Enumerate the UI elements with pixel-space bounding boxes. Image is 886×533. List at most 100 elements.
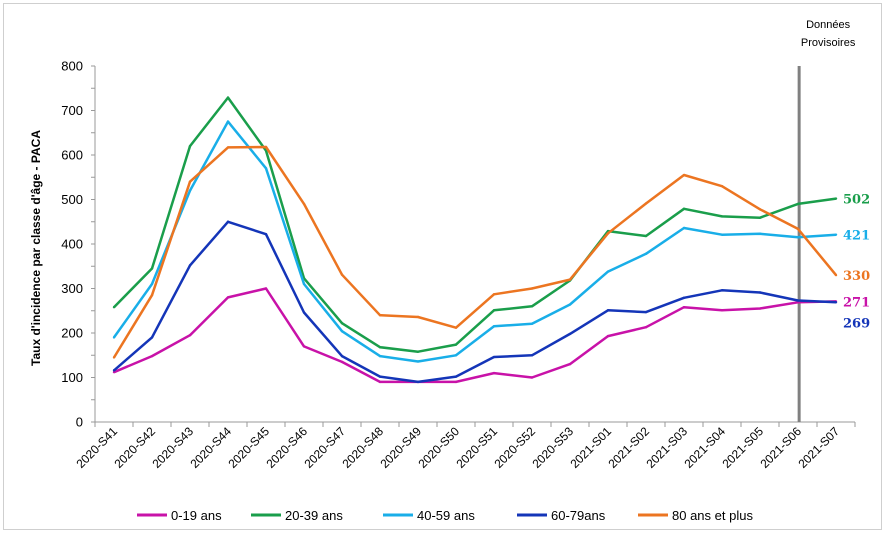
data-point [758, 208, 762, 211]
data-point [340, 354, 344, 358]
data-point [834, 233, 838, 236]
data-point [112, 370, 116, 374]
y-tick-label: 400 [61, 237, 83, 252]
data-point [568, 362, 572, 366]
data-point [150, 354, 154, 358]
data-point [568, 303, 572, 306]
data-point [226, 296, 230, 299]
data-point [492, 325, 496, 328]
data-point [606, 232, 610, 235]
data-point [644, 252, 648, 255]
data-point [682, 226, 686, 230]
data-point [226, 220, 230, 223]
data-point [682, 305, 686, 309]
data-point [112, 305, 116, 309]
data-point [416, 350, 420, 353]
data-point [530, 376, 534, 379]
data-point [378, 346, 382, 349]
data-point [720, 233, 724, 236]
data-point [682, 207, 686, 211]
data-point [416, 315, 420, 319]
data-point [530, 322, 534, 325]
data-point [606, 309, 610, 312]
data-point [150, 293, 154, 297]
data-point [416, 380, 420, 384]
data-point [834, 301, 838, 304]
provisional-annotation-line1: Données [806, 19, 851, 31]
legend-label: 0-19 ans [171, 508, 222, 523]
data-point [226, 146, 230, 149]
data-point [720, 215, 724, 218]
provisional-annotation-line2: Provisoires [801, 37, 856, 49]
data-point [340, 360, 344, 364]
data-point [302, 345, 306, 348]
series-line [113, 96, 837, 353]
data-point [720, 309, 724, 312]
end-label: 330 [843, 269, 870, 284]
data-point [264, 287, 268, 290]
end-label: 271 [843, 295, 870, 310]
series-line [112, 145, 837, 359]
data-point [378, 380, 382, 384]
y-tick-label: 300 [61, 281, 83, 296]
data-point [454, 343, 458, 346]
data-point [188, 180, 192, 183]
data-point [720, 184, 724, 188]
data-point [340, 322, 344, 325]
data-point [188, 189, 192, 192]
data-point [492, 371, 496, 375]
y-tick-label: 600 [61, 148, 83, 163]
data-point [606, 334, 610, 338]
end-label: 269 [843, 316, 870, 331]
data-point [112, 356, 116, 359]
data-point [644, 326, 648, 329]
series-60-79ans [112, 220, 838, 384]
series-40-59-ans [112, 120, 838, 363]
data-point [188, 144, 192, 148]
data-point [150, 336, 154, 339]
data-point [150, 267, 154, 270]
data-point [302, 202, 306, 206]
chart-frame [3, 3, 882, 530]
y-tick-label: 0 [76, 415, 83, 430]
data-point [188, 264, 192, 267]
data-point [340, 330, 344, 333]
data-point [264, 233, 268, 236]
end-label: 421 [843, 229, 870, 244]
data-point [302, 311, 306, 314]
y-axis-label: Taux d'incidence par classe d'âge - PACA [29, 130, 43, 366]
data-point [150, 282, 154, 286]
data-point [378, 375, 382, 378]
data-point [606, 270, 610, 273]
data-point [188, 334, 192, 337]
data-point [492, 309, 496, 312]
data-point [454, 380, 458, 384]
data-point [416, 360, 420, 363]
series-lines [112, 96, 838, 384]
data-point [454, 326, 458, 329]
data-point [302, 282, 306, 286]
data-point [112, 369, 116, 372]
data-point [758, 232, 762, 235]
y-axis-ticks: 0 100 200 300 400 500 600 700 800 [61, 59, 95, 430]
data-point [644, 234, 648, 238]
data-point [226, 120, 230, 123]
y-tick-label: 100 [61, 370, 83, 385]
data-point [530, 354, 534, 357]
series-0-19-ans [112, 287, 838, 384]
legend-label: 20-39 ans [285, 508, 343, 523]
data-point [758, 307, 762, 310]
data-point [568, 332, 572, 336]
series-80-ans-et-plus [112, 145, 838, 359]
data-point [340, 273, 344, 276]
data-point [378, 314, 382, 317]
data-point [758, 291, 762, 294]
data-point [264, 145, 268, 149]
data-point [530, 287, 534, 290]
data-point [112, 336, 116, 339]
data-point [264, 167, 268, 170]
legend-label: 80 ans et plus [672, 508, 753, 523]
legend-label: 60-79ans [551, 508, 606, 523]
data-point [796, 236, 800, 239]
